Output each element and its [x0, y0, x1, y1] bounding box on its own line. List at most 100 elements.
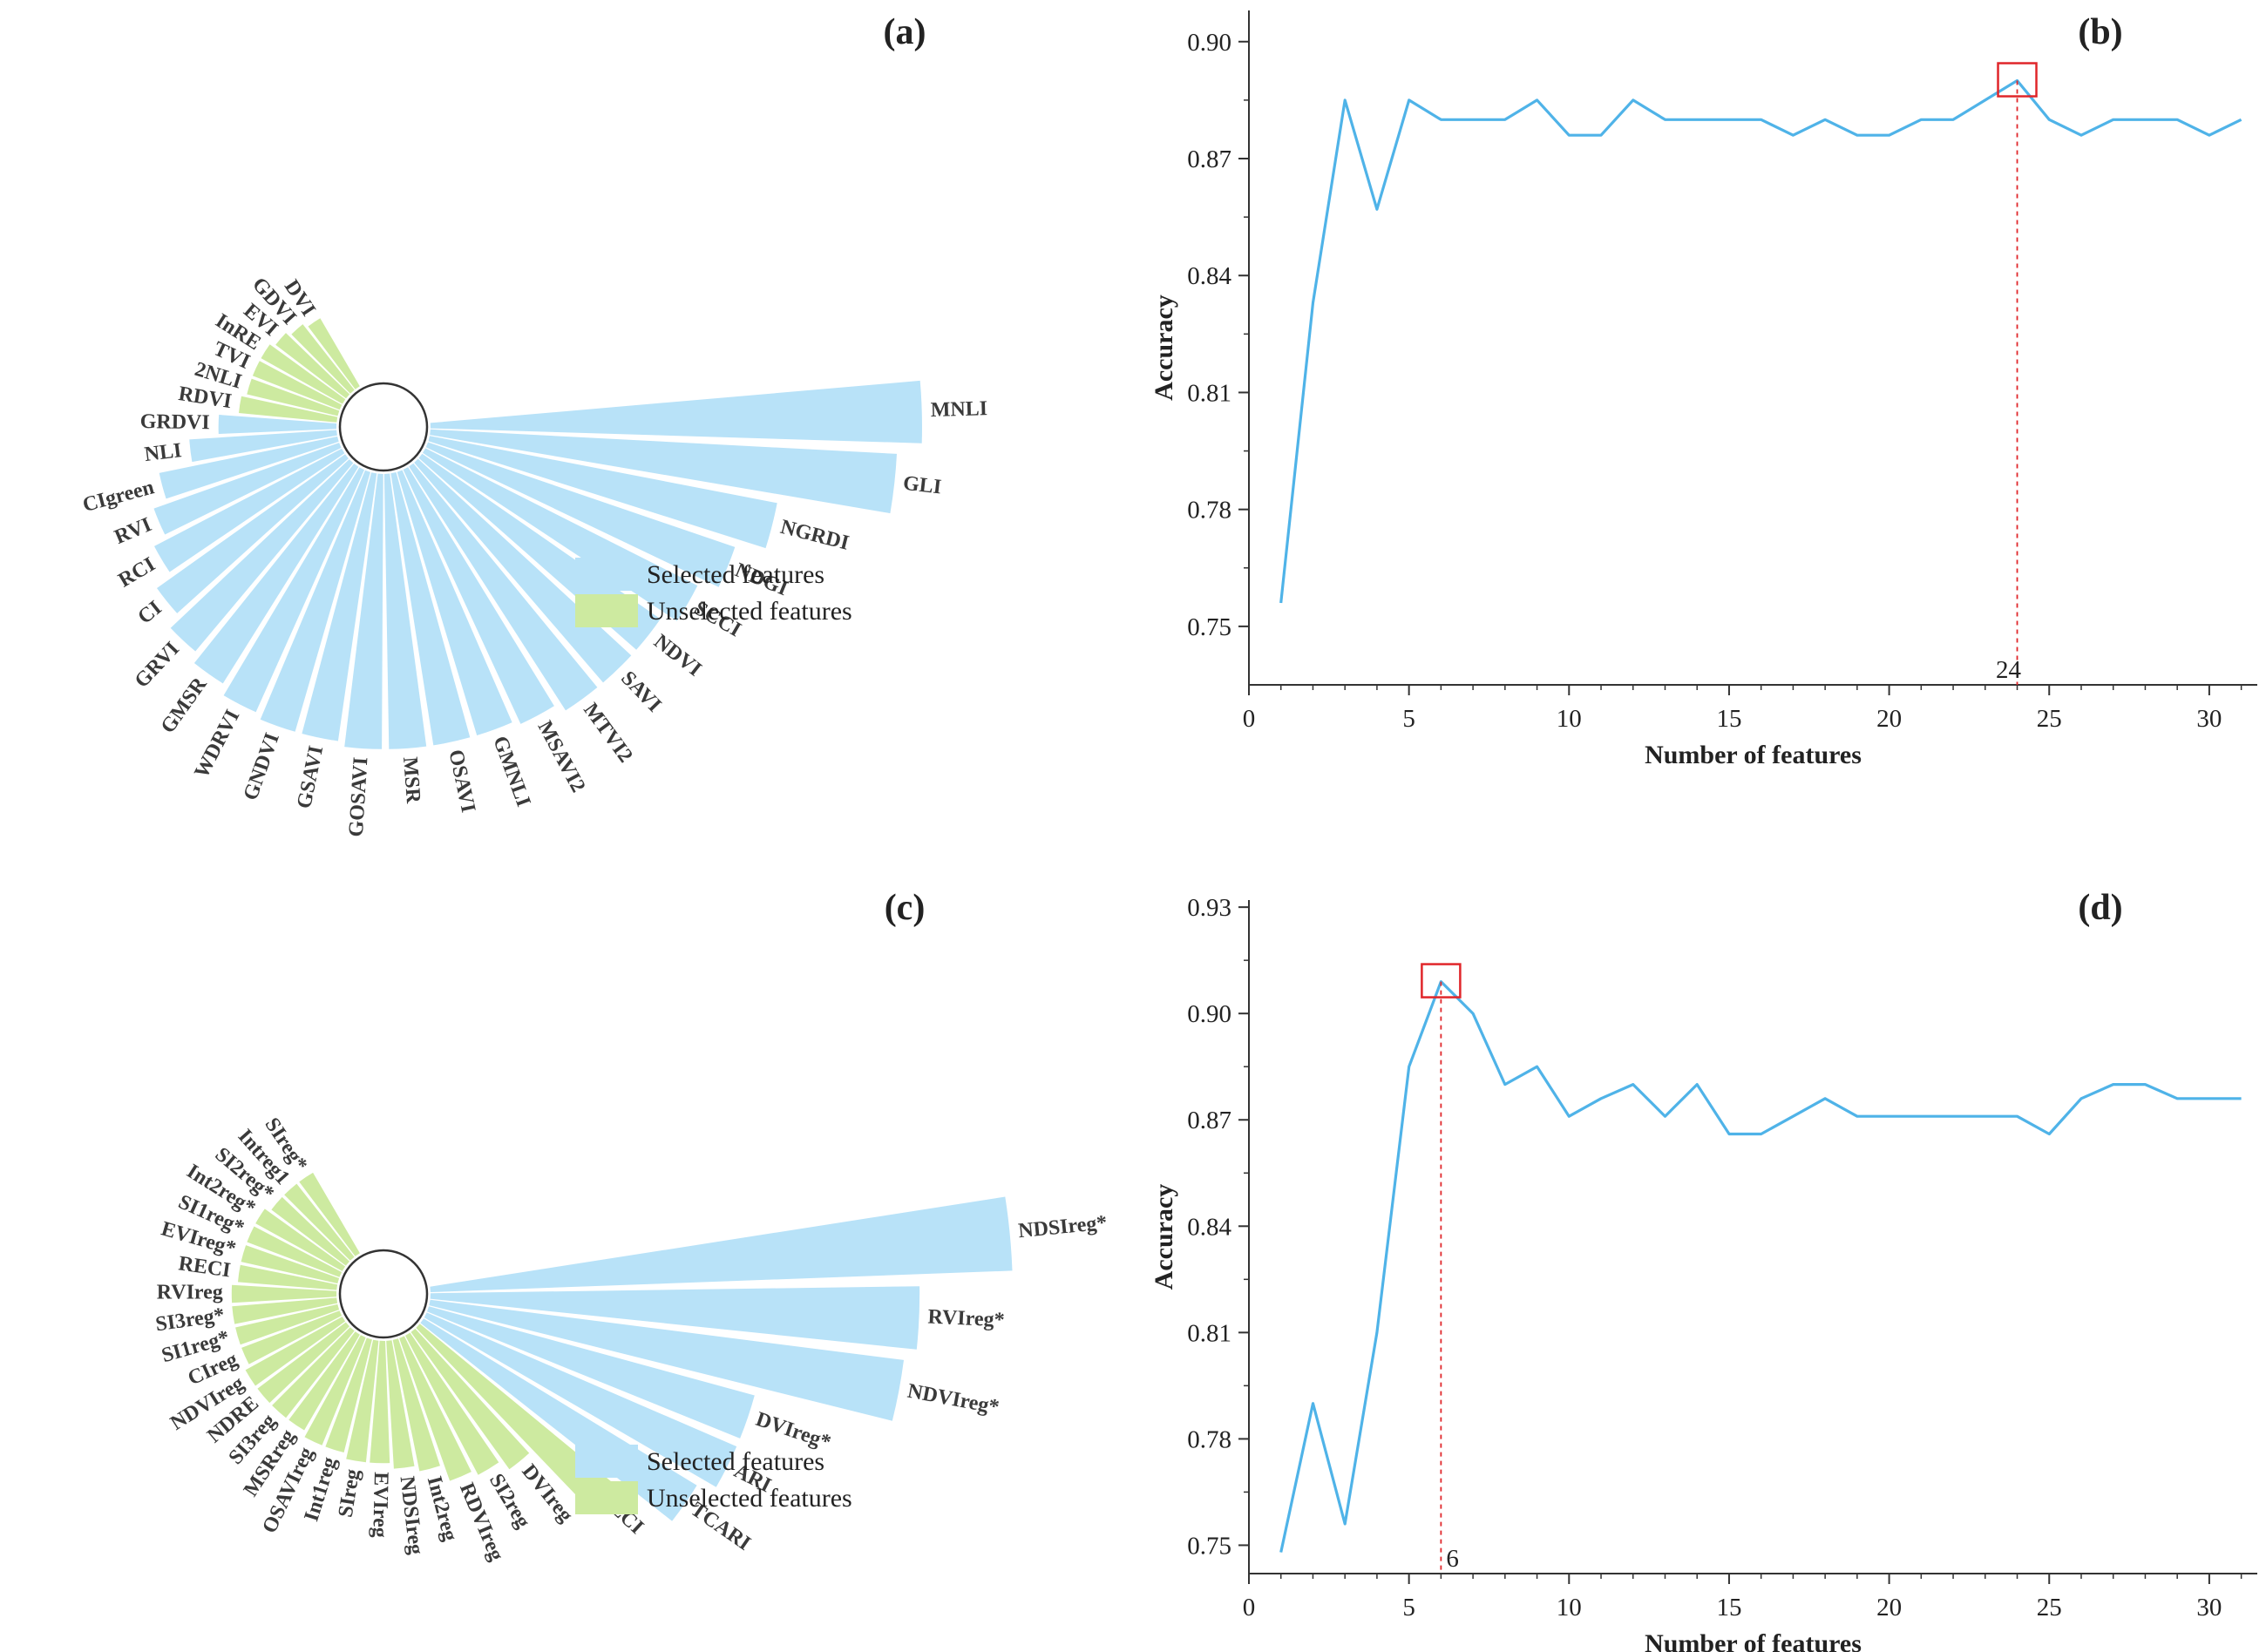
bar-SI3reg*	[232, 1297, 338, 1324]
y-tick-label: 0.78	[1187, 1425, 1231, 1453]
x-tick-label: 15	[1716, 1594, 1741, 1622]
y-tick-label: 0.84	[1187, 1213, 1231, 1241]
x-tick-label: 0	[1243, 1594, 1256, 1622]
bar-MSR	[383, 473, 427, 749]
bar-NDSIreg	[386, 1340, 415, 1469]
bar-NDVIreg	[245, 1317, 346, 1386]
bar-Int2reg	[392, 1338, 440, 1472]
bar-RECI	[238, 1264, 338, 1290]
y-tick-label: 0.75	[1187, 1532, 1231, 1560]
panel-label: (d)	[2078, 888, 2122, 928]
optimum-marker-box	[1997, 62, 2038, 98]
bar-GNDVI	[260, 470, 370, 732]
bar-label-RVIreg: RVIreg	[157, 1282, 223, 1304]
center-circle	[338, 382, 429, 472]
bar-SI2reg	[405, 1332, 499, 1475]
bar-CIgreen	[159, 436, 339, 499]
bar-label-RVIreg*: RVIreg*	[927, 1306, 1005, 1332]
bar-OSAVIreg	[304, 1335, 366, 1446]
y-tick-label: 0.90	[1187, 1000, 1231, 1028]
bar-NDGI	[425, 442, 736, 587]
bar-GRVI	[170, 459, 354, 652]
bar-NLI	[189, 430, 337, 463]
bar-SI1reg*	[247, 1226, 343, 1277]
bar-EVI	[275, 333, 350, 399]
bar-RVIreg*	[430, 1286, 920, 1350]
bar-EVIreg*	[241, 1245, 340, 1284]
legend-selected-label: Selected features	[647, 560, 824, 589]
bar-GMNLI	[397, 470, 512, 735]
bar-EVIreg	[370, 1340, 390, 1464]
bar-NGRDI	[428, 436, 777, 549]
bar-DVIreg*	[427, 1306, 755, 1439]
x-tick-label: 15	[1716, 705, 1741, 733]
y-axis-title: Accuracy	[1150, 295, 1178, 401]
bar-label-GLI: GLI	[902, 472, 943, 499]
legend-selected-swatch	[575, 558, 638, 591]
bar-GDVI	[291, 324, 355, 394]
bar-NDRE	[257, 1322, 349, 1404]
bar-OSAVI	[390, 472, 471, 746]
y-tick-label: 0.84	[1187, 262, 1231, 290]
x-tick-label: 20	[1876, 705, 1902, 733]
x-axis-title: Number of features	[1645, 1629, 1862, 1652]
y-tick-label: 0.81	[1187, 379, 1231, 407]
optimum-label: 6	[1446, 1545, 1459, 1573]
bar-CIreg	[241, 1310, 343, 1364]
bar-RVI	[153, 443, 342, 535]
center-circle	[338, 1249, 429, 1339]
bar-RDVIreg	[399, 1336, 472, 1481]
bar-MNLI	[430, 380, 922, 443]
panel-b-line-chart: 0 5 10 15 20 25 30 0.75 0.78 0.81 0.84 0.87 0.90 Numb…	[1150, 10, 2257, 769]
x-tick-label: 30	[2196, 1594, 2222, 1622]
x-tick-label: 20	[1876, 1594, 1902, 1622]
bar-GRDVI	[218, 415, 337, 434]
y-axis-title: Accuracy	[1150, 1184, 1178, 1290]
x-tick-label: 25	[2037, 705, 2062, 733]
bar-RDVI	[239, 396, 338, 423]
bar-label-MNLI: MNLI	[930, 397, 987, 422]
y-tick-label: 0.75	[1187, 613, 1231, 641]
panel-label: (a)	[884, 12, 926, 52]
bar-GSAVI	[302, 472, 377, 741]
x-tick-label: 25	[2037, 1594, 2062, 1622]
bar-MSAVI2	[403, 467, 554, 724]
x-tick-label: 30	[2196, 705, 2222, 733]
y-tick-label: 0.81	[1187, 1319, 1231, 1347]
bar-SI1reg*	[235, 1303, 340, 1345]
y-tick-label: 0.87	[1187, 1107, 1231, 1134]
x-tick-label: 5	[1402, 1594, 1415, 1622]
bar-DVIreg	[410, 1328, 530, 1470]
bar-GMSR	[193, 464, 359, 684]
optimum-label: 24	[1996, 656, 2022, 684]
legend-selected-label: Selected features	[647, 1447, 824, 1476]
bar-DVI	[308, 318, 360, 389]
legend-unselected-swatch	[575, 594, 638, 627]
bar-TVI	[252, 361, 343, 410]
panel-label: (c)	[885, 888, 926, 928]
bar-ARI	[424, 1312, 737, 1487]
x-tick-label: 5	[1402, 705, 1415, 733]
bar-WDRVI	[223, 467, 364, 713]
bar-Int2reg*	[255, 1209, 346, 1271]
bar-GLI	[430, 429, 897, 514]
bar-label-MSR: MSR	[398, 756, 424, 805]
bar-SI2reg*	[271, 1196, 349, 1266]
legend-unselected-swatch	[575, 1481, 638, 1514]
y-tick-label: 0.93	[1187, 894, 1231, 922]
bar-CI	[157, 454, 349, 613]
bar-label-NLI: NLI	[143, 439, 183, 466]
bar-Int1reg	[325, 1337, 372, 1452]
y-tick-label: 0.78	[1187, 497, 1231, 525]
bar-label-GRDVI: GRDVI	[140, 410, 210, 434]
bar-MTVI2	[409, 463, 598, 711]
legend-unselected-label: Unselected features	[647, 1484, 852, 1513]
legend-unselected-label: Unselected features	[647, 597, 852, 626]
x-tick-label: 10	[1557, 705, 1582, 733]
bar-MSRreg	[288, 1331, 360, 1431]
bar-SIreg*	[299, 1172, 360, 1256]
panel-label: (b)	[2078, 12, 2122, 52]
x-axis-title: Number of features	[1645, 741, 1862, 769]
